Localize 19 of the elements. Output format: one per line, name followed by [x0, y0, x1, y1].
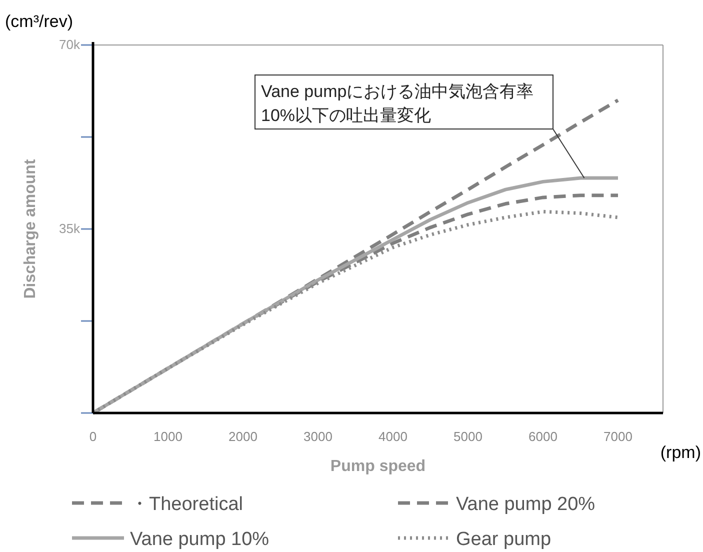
x-tick-label: 5000	[454, 429, 482, 444]
x-tick-label: 1000	[154, 429, 182, 444]
legend-label: ・Theoretical	[130, 494, 243, 515]
x-tick-label: 3000	[304, 429, 332, 444]
x-tick-label: 6000	[528, 429, 558, 444]
x-tick-label: 7000	[604, 429, 632, 444]
x-tick-label: 0	[89, 429, 97, 444]
x-tick-label: 4000	[378, 429, 408, 444]
text: (cm³/rev)	[5, 12, 73, 31]
legend-label: Vane pump 20%	[456, 494, 596, 515]
text: (rpm)	[660, 443, 701, 462]
y-axis-title: Discharge amount	[22, 158, 39, 299]
annotation: Vane pumpにおける油中気泡含有率 10%以下の吐出量変化	[261, 82, 538, 125]
x-axis-title: Pump speed	[330, 458, 426, 475]
y-tick-label: 70k	[59, 37, 80, 52]
y-tick-label: 35k	[59, 221, 80, 236]
legend-label: Vane pump 10%	[130, 529, 270, 550]
legend-label: Gear pump	[456, 529, 552, 550]
x-tick-label: 2000	[228, 429, 258, 444]
